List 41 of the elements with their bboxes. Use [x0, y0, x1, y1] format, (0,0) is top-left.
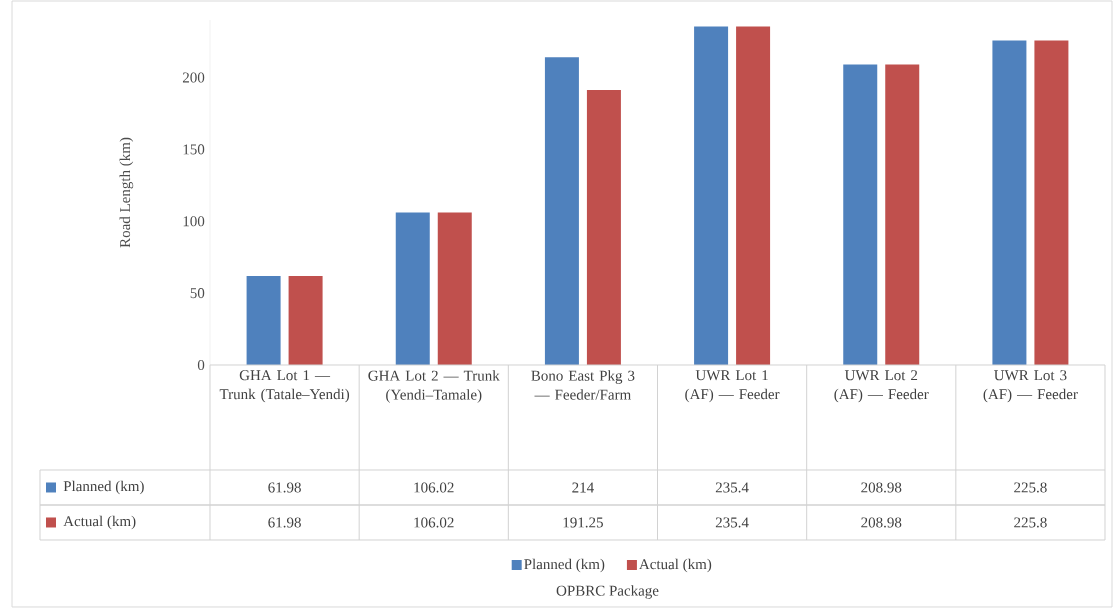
bar: [437, 212, 472, 365]
data-label: 61.98: [268, 482, 301, 493]
text: OPBRC Package: [556, 585, 659, 599]
bar: [395, 212, 430, 365]
bar: [288, 275, 323, 365]
data-label: 191.25: [563, 517, 603, 528]
x-tick-label: UWR Lot 2 (AF) — Feeder: [834, 370, 929, 403]
data-label: 235.4: [715, 517, 749, 528]
y-tick-label: 50: [190, 288, 205, 299]
x-tick-label: GHA Lot 1 — Trunk (Tatale–Yendi): [219, 370, 350, 403]
data-label: 235.4: [715, 482, 749, 493]
bar: [1034, 40, 1069, 365]
bar: [992, 40, 1027, 365]
bar: [694, 26, 729, 365]
data-label: 61.98: [268, 517, 301, 528]
bar: [246, 275, 281, 365]
y-axis-title: Road Length (km): [119, 137, 134, 248]
data-label: 208.98: [861, 517, 902, 528]
bar: [843, 64, 878, 365]
legend-label: Actual (km): [639, 558, 712, 573]
bar: [544, 57, 579, 365]
data-label: 106.02: [414, 482, 454, 493]
bar: [586, 90, 621, 365]
data-label: 208.98: [861, 482, 902, 493]
text: Actual (km): [63, 515, 136, 530]
data-label: 225.8: [1014, 482, 1047, 493]
y-tick-label: 150: [183, 144, 205, 155]
data-label: 106.02: [414, 517, 454, 528]
x-tick-label: UWR Lot 3 (AF) — Feeder: [983, 370, 1078, 403]
bar: [736, 26, 771, 365]
data-label: 225.8: [1014, 517, 1047, 528]
bar: [885, 64, 920, 365]
y-tick-label: 200: [182, 72, 205, 83]
text: Planned (km): [524, 558, 605, 573]
data-label: 214: [572, 482, 594, 493]
y-tick-label: 100: [183, 216, 205, 227]
x-tick-label: UWR Lot 1 (AF) — Feeder: [685, 370, 780, 403]
x-tick-label: Bono East Pkg 3 — Feeder/Farm: [531, 370, 635, 400]
legend-label: Planned (km): [63, 480, 144, 495]
y-tick-label: 0: [197, 359, 205, 371]
x-tick-label: GHA Lot 2 — Trunk (Yendi–Tamale): [368, 370, 500, 403]
